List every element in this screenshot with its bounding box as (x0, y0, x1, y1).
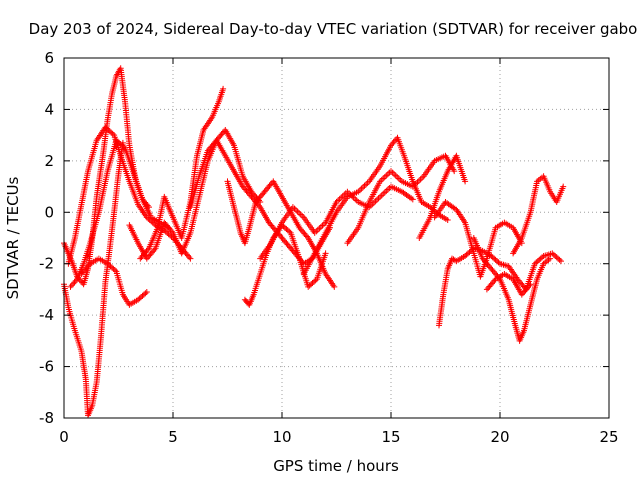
y-tick-label: 2 (44, 152, 54, 170)
data-point-marker (305, 283, 312, 290)
data-point-marker (560, 183, 567, 190)
data-point-marker (286, 228, 293, 235)
x-tick-label: 10 (272, 428, 291, 446)
data-point-marker (117, 141, 124, 148)
series-arc-15 (436, 245, 564, 329)
data-point-marker (558, 258, 564, 265)
x-tick-label: 0 (59, 428, 69, 446)
series-arc-02 (61, 139, 126, 419)
data-point-marker (463, 251, 470, 258)
y-axis-label: SDTVAR / TECUs (4, 176, 22, 299)
series-arc-14 (416, 152, 469, 241)
series-arc-16 (431, 199, 525, 280)
data-point-marker (331, 283, 338, 290)
series-arc-04 (67, 137, 172, 290)
data-point-marker (187, 255, 194, 262)
data-point-marker (311, 278, 317, 285)
x-tick-label: 15 (381, 428, 400, 446)
x-tick-label: 25 (599, 428, 618, 446)
y-tick-label: 6 (44, 49, 54, 67)
data-point-marker (109, 130, 116, 137)
data-layer (61, 65, 567, 419)
data-point-marker (550, 251, 557, 258)
data-point-marker (527, 281, 534, 288)
data-point-marker (451, 168, 458, 175)
data-point-marker (139, 292, 146, 299)
data-point-marker (103, 125, 110, 132)
y-tick-label: 4 (44, 100, 54, 118)
data-point-marker (111, 267, 118, 274)
y-tick-label: -2 (39, 255, 54, 273)
series-arc-03 (65, 124, 194, 267)
series-arc-18 (510, 173, 567, 257)
data-point-marker (143, 289, 150, 295)
data-point-marker (142, 290, 149, 297)
data-point-marker (322, 250, 329, 257)
data-point-marker (462, 178, 469, 185)
series-arc-12 (300, 134, 451, 277)
plot-frame (63, 57, 610, 419)
chart-title: Day 203 of 2024, Sidereal Day-to-day VTE… (29, 20, 638, 38)
data-point-marker (409, 196, 416, 203)
y-tick-label: -8 (39, 409, 54, 427)
data-point-marker (494, 258, 501, 265)
data-point-marker (556, 256, 563, 263)
data-point-marker (308, 281, 315, 288)
x-tick-label: 20 (490, 428, 509, 446)
x-axis-label: GPS time / hours (273, 457, 399, 475)
data-point-marker (531, 260, 538, 267)
tick-layer: 0 5 10 15 20 25 -8 -6 -4 -2 0 2 4 6 (39, 49, 619, 446)
data-point-marker (537, 255, 544, 262)
data-point-marker (106, 128, 113, 135)
series-arc-05 (78, 255, 150, 308)
series-arc-19 (483, 271, 534, 298)
series-arc-11 (257, 183, 416, 262)
data-point-marker (220, 85, 227, 92)
series-arc-06 (137, 85, 227, 262)
data-point-marker (553, 254, 560, 261)
x-tick-label: 5 (168, 428, 178, 446)
data-point-marker (547, 255, 554, 262)
data-point-marker (283, 226, 290, 232)
y-tick-label: -4 (39, 306, 54, 324)
y-tick-label: 0 (44, 203, 54, 221)
data-point-marker (120, 143, 127, 150)
y-tick-label: -6 (39, 358, 54, 376)
data-point-marker (106, 262, 113, 268)
series-arc-17 (470, 235, 554, 344)
data-point-marker (444, 217, 451, 223)
